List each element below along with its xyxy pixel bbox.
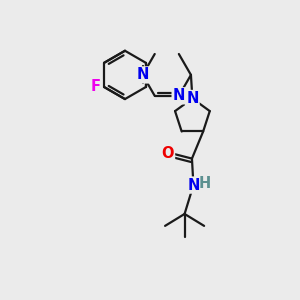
Text: H: H (199, 176, 211, 191)
Text: N: N (173, 88, 185, 103)
Text: O: O (162, 146, 174, 161)
Text: N: N (187, 178, 200, 193)
Text: N: N (186, 91, 199, 106)
Text: N: N (136, 68, 149, 82)
Text: F: F (91, 80, 101, 94)
